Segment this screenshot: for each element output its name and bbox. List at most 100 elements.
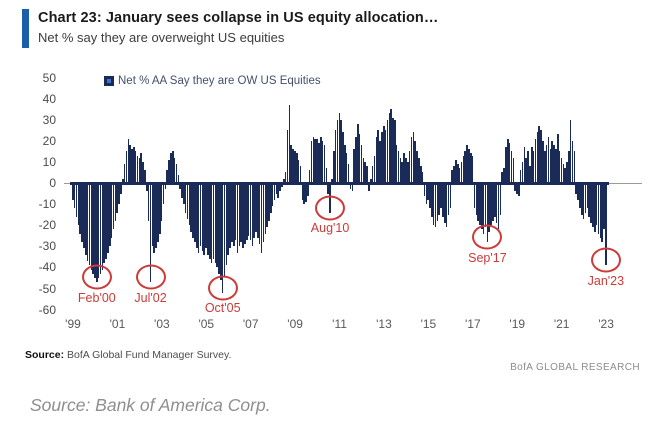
bar (164, 183, 167, 190)
bar (196, 183, 198, 249)
annotation-circle-icon (81, 264, 112, 290)
bar (384, 130, 387, 183)
bar (403, 153, 405, 183)
bar (542, 140, 544, 183)
annotation-label: Jul'02 (134, 290, 167, 305)
bar (207, 183, 209, 255)
x-tick-label: '09 (287, 317, 303, 331)
bar (136, 155, 139, 183)
bar (386, 119, 389, 183)
bar (199, 183, 202, 247)
bar (171, 151, 174, 183)
y-tick-label: 40 (42, 91, 56, 106)
bar (305, 183, 307, 202)
bar (505, 147, 507, 183)
annotation-label: Oct'05 (204, 301, 241, 316)
bar (595, 183, 598, 226)
bar (495, 183, 498, 224)
bar (345, 153, 348, 183)
y-tick-label: 0 (49, 176, 56, 190)
bar (503, 168, 505, 183)
bar (451, 170, 453, 183)
bar (432, 183, 435, 226)
bar (353, 149, 355, 183)
bar (140, 153, 143, 183)
bar (545, 145, 548, 183)
bar (547, 136, 550, 183)
bar (88, 183, 91, 266)
bar (303, 183, 305, 205)
bar (127, 138, 130, 183)
bar (129, 145, 131, 183)
annotation-label: Jan'23 (587, 273, 625, 288)
bar (453, 166, 455, 183)
bar (245, 183, 248, 240)
bar (457, 164, 459, 183)
x-tick-label: '01 (109, 317, 126, 331)
bar (357, 123, 359, 183)
bar (97, 183, 100, 278)
bar (331, 178, 333, 183)
bar (75, 183, 78, 217)
bar (573, 151, 576, 183)
bar (277, 183, 279, 198)
bar (146, 183, 148, 192)
bar (84, 183, 87, 255)
y-tick-label: 20 (42, 133, 56, 148)
bar (294, 151, 296, 183)
y-tick-label: -40 (38, 260, 56, 275)
annotation-circle-icon (590, 247, 621, 273)
bar (605, 183, 607, 266)
bar (564, 168, 566, 183)
bar (190, 183, 192, 232)
bar (588, 183, 590, 217)
bar (523, 147, 526, 183)
chart-title: Chart 23: January sees collapse in US eq… (38, 10, 439, 26)
bar (216, 183, 218, 268)
bar (553, 145, 555, 183)
bar (479, 183, 481, 226)
bar (531, 147, 533, 183)
chart-card: Chart 23: January sees collapse in US eq… (22, 9, 642, 373)
bar (529, 166, 531, 183)
bar (96, 183, 98, 283)
bar (72, 183, 74, 200)
bar (506, 138, 509, 183)
bar (210, 183, 213, 264)
bar (160, 183, 163, 221)
bar (499, 183, 502, 215)
bar (544, 151, 546, 183)
bar (397, 151, 400, 183)
bar (227, 183, 230, 255)
bar (407, 161, 409, 183)
y-tick-label: -60 (38, 302, 56, 317)
bar (238, 183, 241, 247)
bar (516, 183, 518, 194)
bar (90, 183, 93, 270)
bar (336, 119, 339, 183)
bar (244, 183, 246, 245)
source-note: Source: BofA Global Fund Manager Survey. (25, 349, 231, 361)
bar (170, 153, 172, 183)
bar (342, 132, 344, 183)
bar (166, 170, 168, 183)
bar (268, 183, 270, 221)
bar (532, 151, 535, 183)
bar (449, 183, 452, 209)
bar (177, 174, 180, 183)
x-tick-label: '19 (509, 317, 526, 331)
bar (283, 178, 285, 183)
bar (349, 183, 352, 190)
source-text: BofA Global Fund Manager Survey. (64, 349, 232, 361)
bar (223, 183, 226, 276)
bar (362, 157, 365, 183)
bar (392, 117, 394, 183)
bar (92, 183, 94, 274)
bar (253, 183, 255, 238)
bar (444, 183, 446, 224)
bar (419, 166, 422, 183)
bar (473, 183, 476, 209)
annotation-label: Sep'17 (468, 250, 507, 265)
bar (105, 183, 107, 259)
x-tick-label: '11 (332, 317, 347, 331)
